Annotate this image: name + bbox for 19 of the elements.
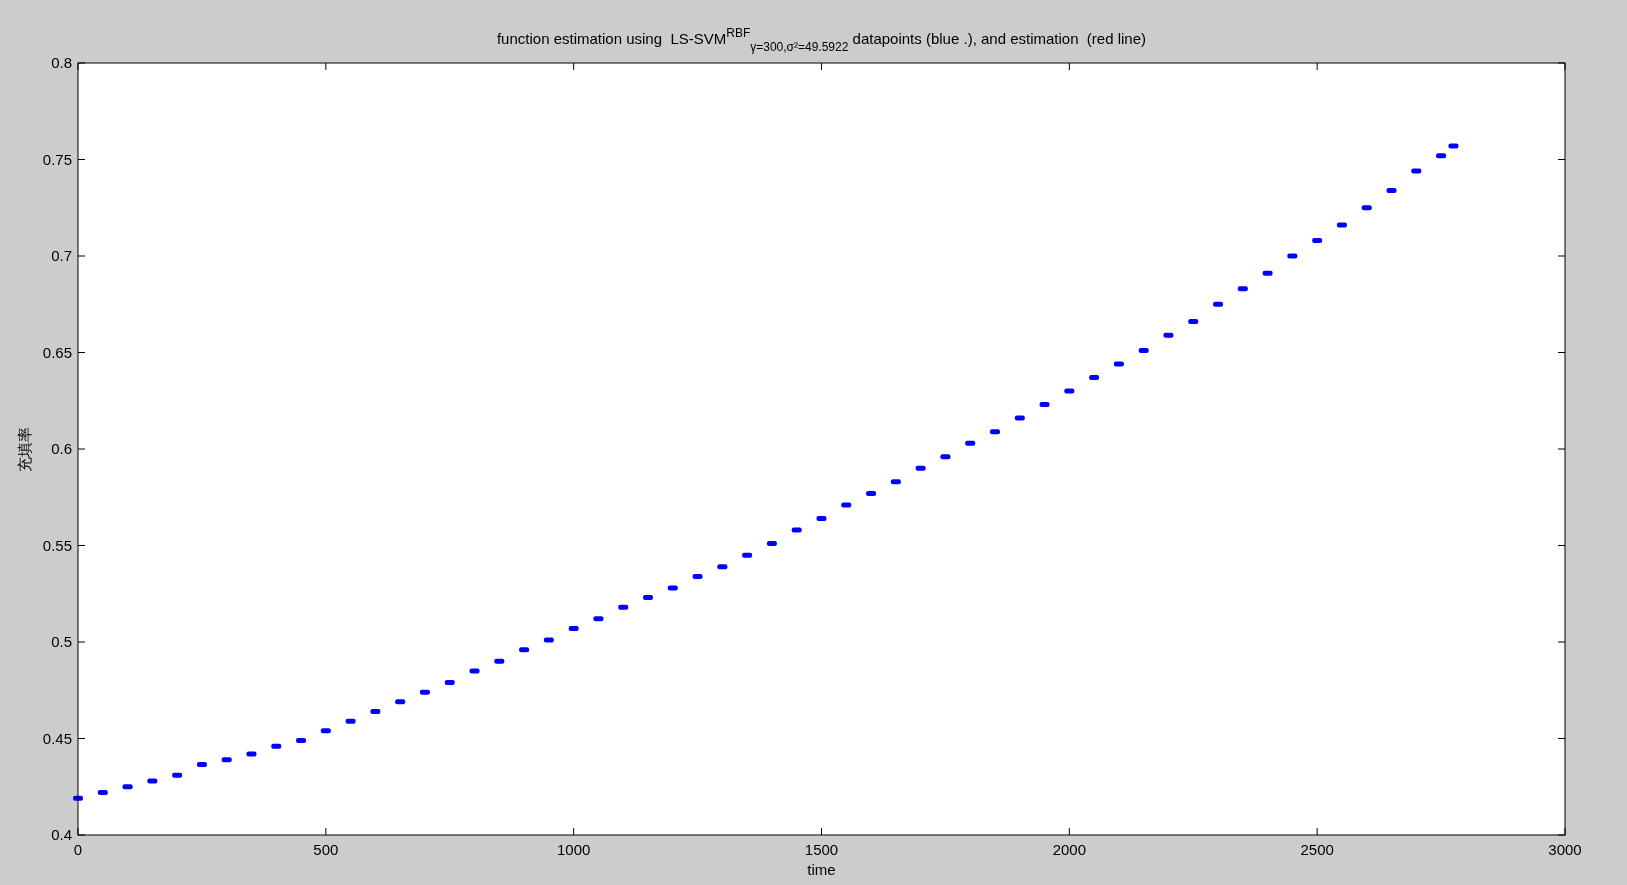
y-tick-label: 0.4 — [51, 826, 72, 843]
x-tick-label: 0 — [73, 841, 83, 858]
y-tick-label: 0.45 — [42, 729, 72, 747]
y-tick-label: 0.65 — [42, 343, 72, 361]
x-axis-title: time — [807, 861, 836, 878]
y-tick-label: 0.5 — [51, 633, 72, 650]
y-tick-label: 0.8 — [51, 54, 72, 71]
x-tick-label: 2000 — [1052, 841, 1087, 858]
y-tick-label: 0.75 — [42, 150, 72, 168]
y-axis-title: 充填率 — [16, 426, 33, 472]
x-tick-label: 2500 — [1300, 841, 1334, 858]
x-tick-label: 1500 — [804, 841, 839, 858]
x-tick-label: 3000 — [1548, 841, 1582, 858]
x-tick-label: 1000 — [556, 841, 591, 858]
y-tick-label: 0.7 — [51, 247, 72, 264]
chart-title: function estimation using LS-SVM$^{RBF}$$_{γ=300,σ²=49.5922}$ datapoints (blue .), and estimation (red line) — [496, 26, 1147, 54]
x-tick-label: 500 — [313, 841, 339, 858]
y-tick-label: 0.55 — [42, 536, 72, 554]
y-tick-label: 0.6 — [51, 440, 72, 457]
